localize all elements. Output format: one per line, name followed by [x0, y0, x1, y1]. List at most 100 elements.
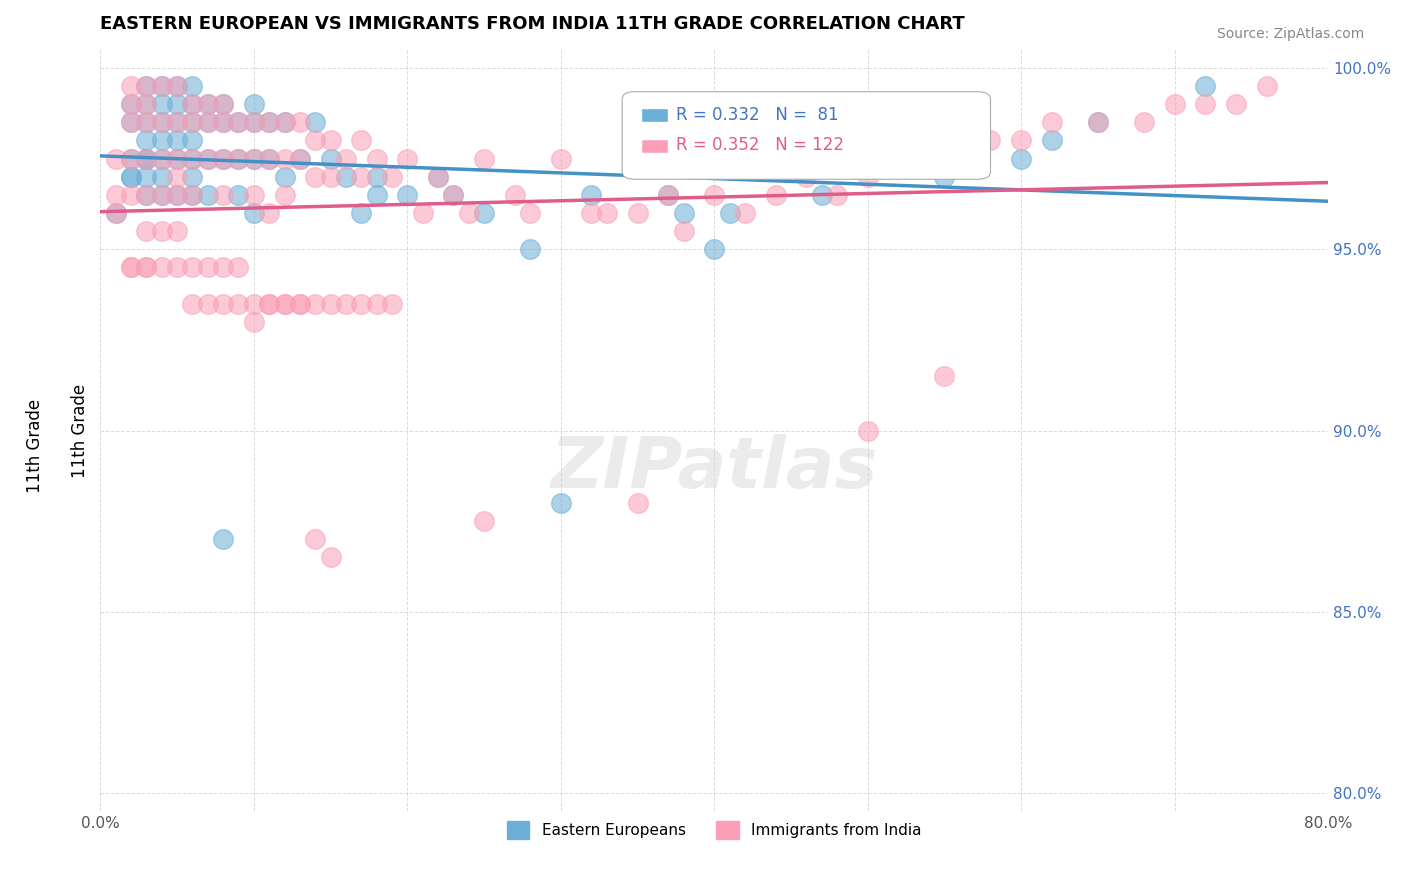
Point — [150, 260, 173, 275]
Point — [1087, 115, 1109, 129]
Point — [120, 97, 142, 112]
Point — [243, 115, 266, 129]
Point — [794, 169, 817, 184]
Point — [319, 296, 342, 310]
Point — [366, 152, 388, 166]
Point — [319, 550, 342, 565]
Point — [472, 514, 495, 528]
Point — [1010, 133, 1032, 147]
Point — [166, 133, 188, 147]
Point — [427, 169, 450, 184]
Text: R = 0.332   N =  81: R = 0.332 N = 81 — [676, 105, 839, 124]
Point — [519, 206, 541, 220]
Point — [243, 97, 266, 112]
Point — [626, 152, 648, 166]
Point — [181, 187, 204, 202]
Point — [181, 169, 204, 184]
Point — [120, 260, 142, 275]
Legend: Eastern Europeans, Immigrants from India: Eastern Europeans, Immigrants from India — [501, 814, 928, 846]
Point — [212, 296, 235, 310]
Point — [441, 187, 464, 202]
Point — [120, 152, 142, 166]
Point — [120, 152, 142, 166]
Point — [703, 242, 725, 256]
Text: R = 0.352   N = 122: R = 0.352 N = 122 — [676, 136, 844, 154]
Point — [856, 424, 879, 438]
Point — [1194, 79, 1216, 94]
Point — [918, 152, 941, 166]
Point — [150, 133, 173, 147]
Point — [396, 152, 419, 166]
Text: EASTERN EUROPEAN VS IMMIGRANTS FROM INDIA 11TH GRADE CORRELATION CHART: EASTERN EUROPEAN VS IMMIGRANTS FROM INDI… — [100, 15, 965, 33]
Point — [166, 260, 188, 275]
Point — [228, 187, 250, 202]
Point — [1256, 79, 1278, 94]
Point — [810, 187, 832, 202]
Point — [979, 133, 1001, 147]
Point — [257, 152, 280, 166]
Point — [212, 97, 235, 112]
Text: Source: ZipAtlas.com: Source: ZipAtlas.com — [1216, 27, 1364, 41]
Point — [150, 79, 173, 94]
Point — [150, 79, 173, 94]
Point — [1133, 115, 1156, 129]
Point — [856, 169, 879, 184]
Point — [150, 187, 173, 202]
Point — [257, 296, 280, 310]
Point — [166, 152, 188, 166]
Point — [228, 152, 250, 166]
Point — [626, 206, 648, 220]
Point — [150, 169, 173, 184]
Point — [550, 152, 572, 166]
Point — [257, 115, 280, 129]
Point — [135, 260, 157, 275]
Point — [441, 187, 464, 202]
Point — [135, 79, 157, 94]
Point — [135, 260, 157, 275]
Point — [672, 224, 695, 238]
Point — [120, 169, 142, 184]
Point — [412, 206, 434, 220]
Point — [181, 115, 204, 129]
Point — [120, 115, 142, 129]
Point — [166, 97, 188, 112]
Point — [181, 296, 204, 310]
Point — [166, 187, 188, 202]
Point — [135, 133, 157, 147]
Point — [703, 187, 725, 202]
Point — [273, 296, 295, 310]
Point — [120, 260, 142, 275]
Point — [503, 187, 526, 202]
Point — [596, 206, 619, 220]
Point — [166, 187, 188, 202]
Point — [212, 152, 235, 166]
Point — [273, 187, 295, 202]
Text: ZIPatlas: ZIPatlas — [551, 434, 877, 503]
Point — [197, 152, 219, 166]
Point — [197, 115, 219, 129]
Point — [243, 152, 266, 166]
Point — [273, 115, 295, 129]
Point — [672, 206, 695, 220]
Point — [949, 152, 972, 166]
Point — [257, 115, 280, 129]
Point — [288, 152, 311, 166]
Point — [135, 115, 157, 129]
Point — [381, 169, 404, 184]
Point — [104, 152, 127, 166]
Point — [366, 187, 388, 202]
Point — [350, 206, 373, 220]
Point — [135, 152, 157, 166]
Point — [135, 187, 157, 202]
Point — [350, 133, 373, 147]
Point — [166, 115, 188, 129]
Point — [657, 187, 679, 202]
Point — [319, 133, 342, 147]
Point — [135, 224, 157, 238]
Point — [335, 169, 357, 184]
Point — [273, 152, 295, 166]
Text: 11th Grade: 11th Grade — [27, 399, 44, 493]
Point — [135, 97, 157, 112]
Point — [1040, 133, 1063, 147]
Point — [181, 115, 204, 129]
